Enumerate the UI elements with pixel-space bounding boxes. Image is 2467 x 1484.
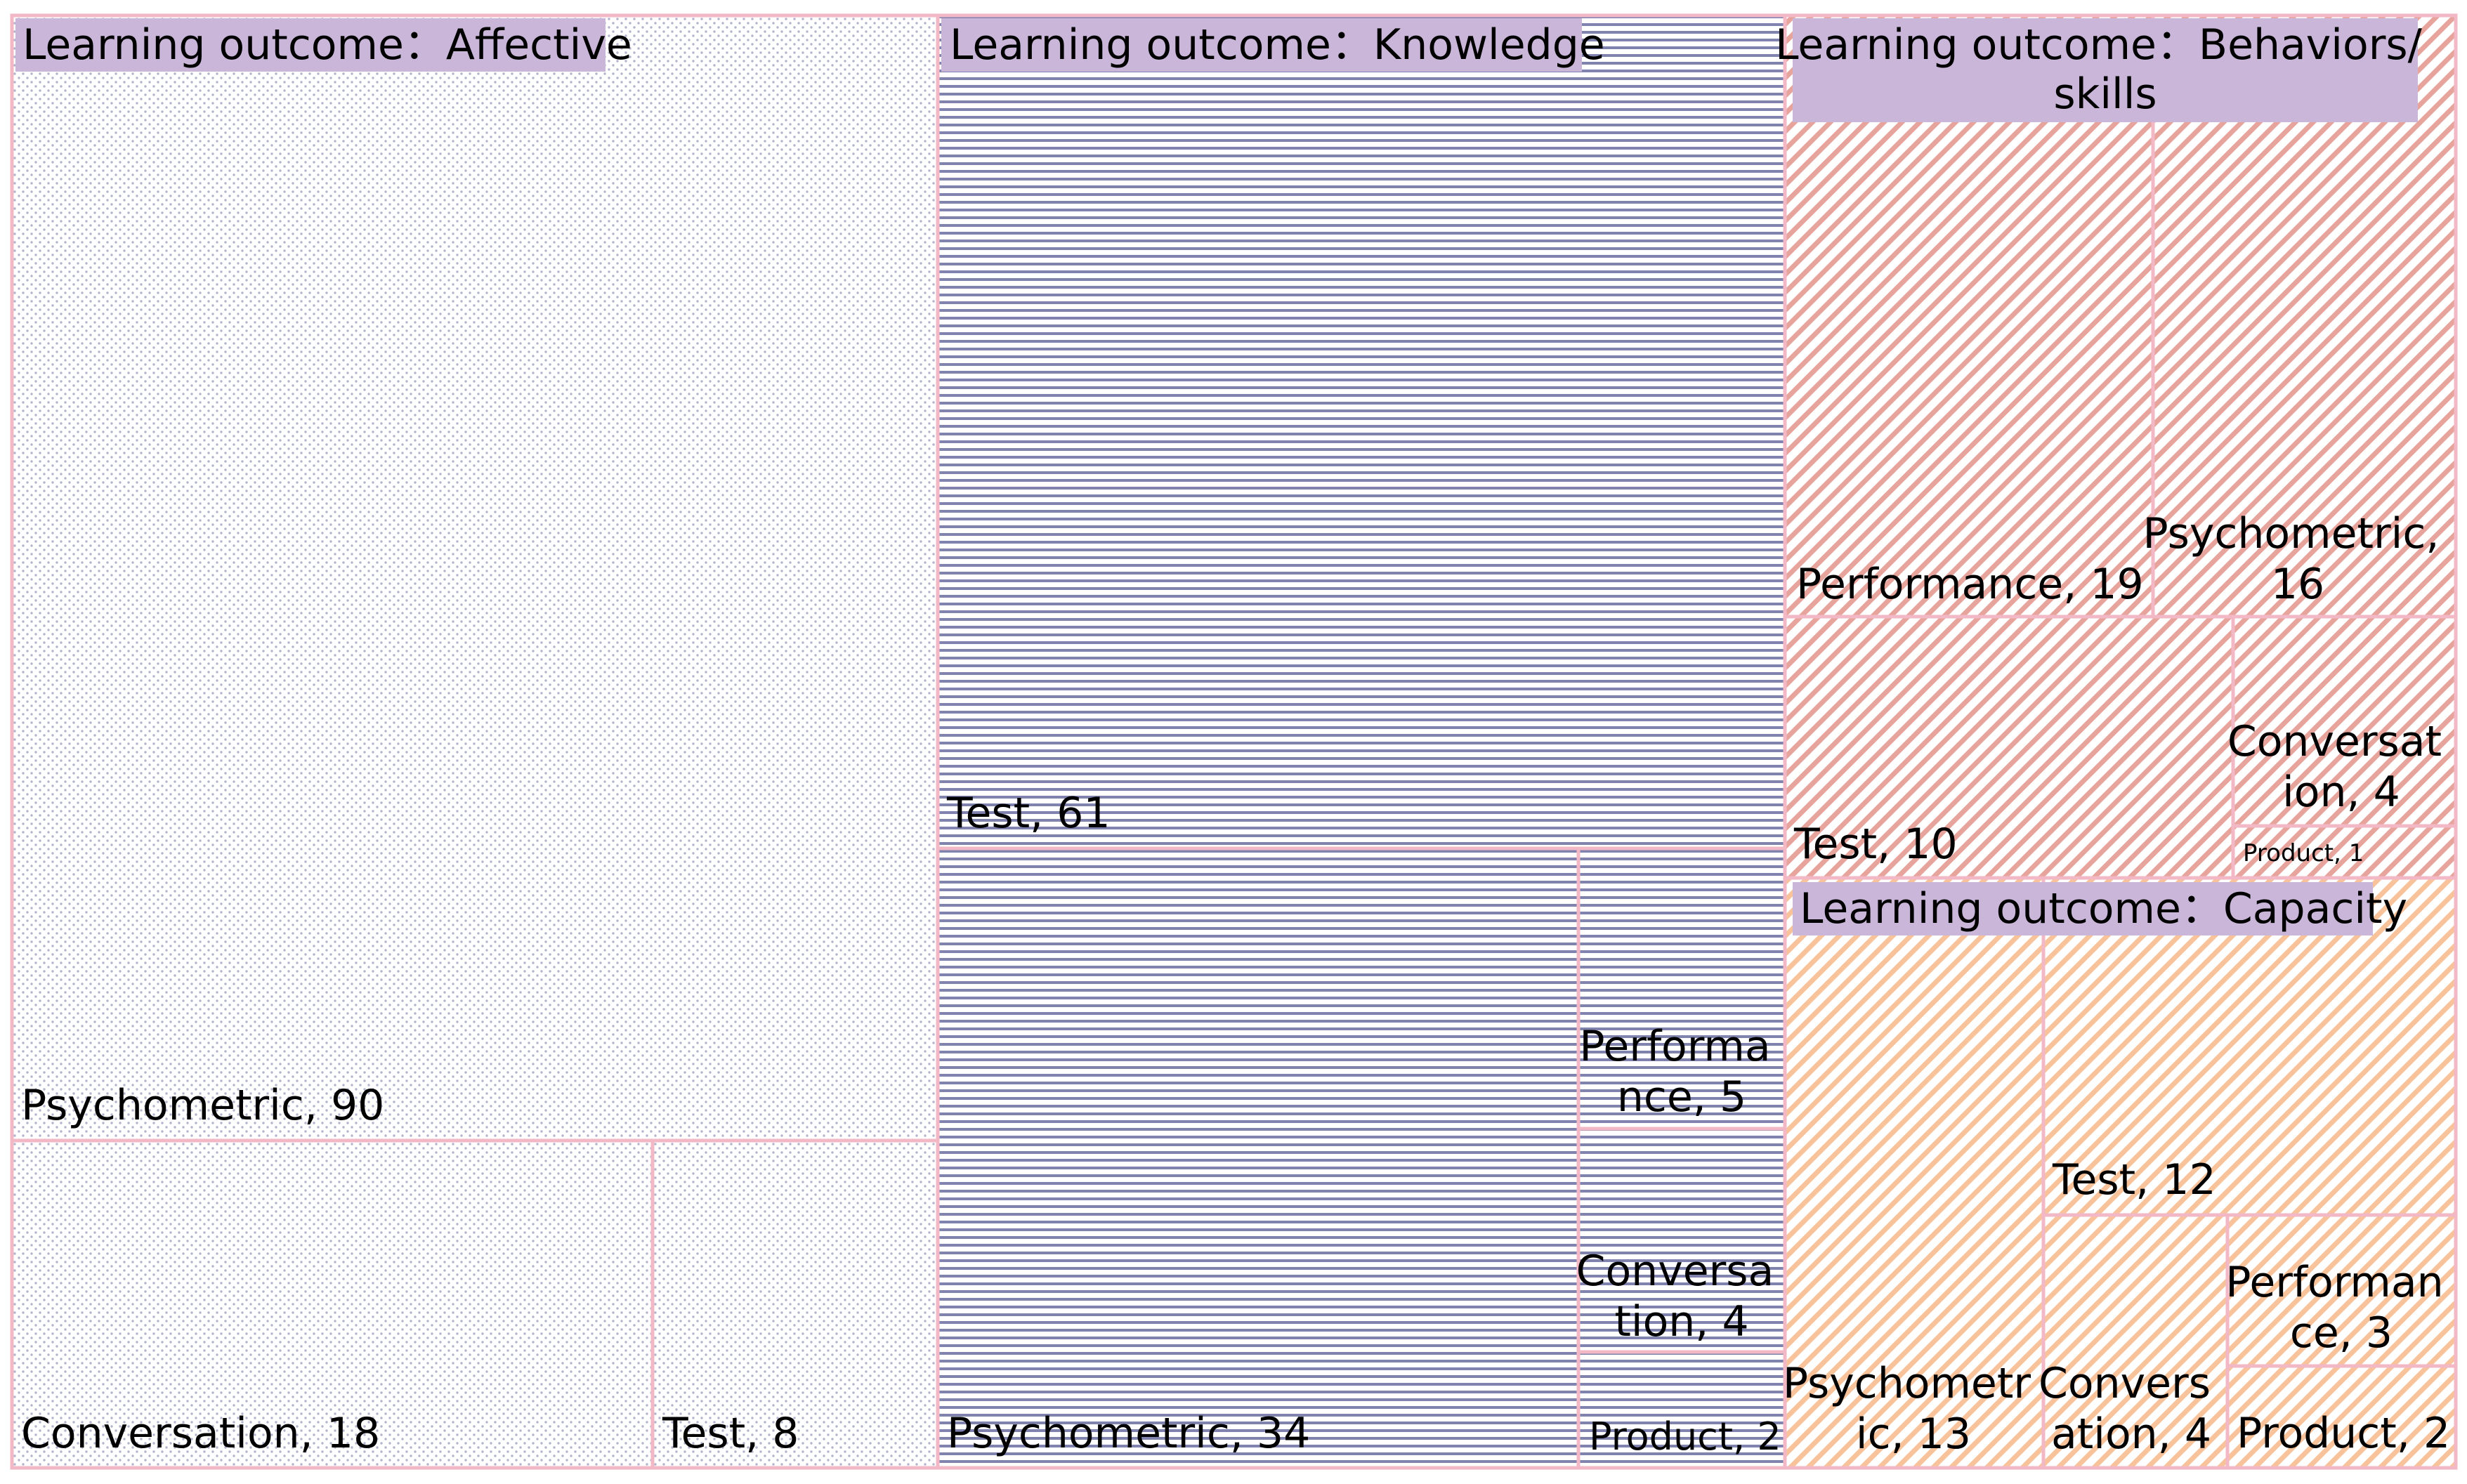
cell-label-capacity-psychometric: Psychometr ic, 13: [1783, 1359, 2044, 1459]
cell-label-behaviors-product: Product, 1: [2243, 839, 2364, 867]
cell-label-capacity-product: Product, 2: [2237, 1409, 2450, 1458]
cell-affective-psychometric: [10, 13, 940, 1143]
cell-capacity-psychometric: [1783, 876, 2046, 1470]
group-affective: Learning outcome：Affective Psychometric,…: [10, 13, 940, 1470]
cell-capacity-conversation: [2041, 1213, 2230, 1470]
chart-outer-border: [10, 13, 2458, 1470]
group-title-knowledge: Learning outcome：Knowledge: [950, 20, 1605, 70]
cell-label-knowledge-psychometric: Psychometric, 34: [947, 1409, 1310, 1458]
cell-label-capacity-test: Test, 12: [2052, 1155, 2216, 1204]
cell-knowledge-test: [936, 13, 1787, 851]
group-title-affective: Learning outcome：Affective: [22, 20, 632, 70]
group-title-bg-knowledge: [941, 18, 1582, 72]
group-title-bg-behaviors: [1793, 18, 2418, 122]
cell-label-affective-psychometric: Psychometric, 90: [21, 1081, 384, 1130]
group-title-bg-capacity: [1793, 882, 2373, 935]
cell-label-behaviors-conversation: Conversat ion, 4: [2227, 717, 2455, 817]
cell-label-behaviors-test: Test, 10: [1793, 820, 1958, 869]
cell-label-capacity-performance: Performan ce, 3: [2225, 1258, 2456, 1358]
cell-affective-conversation: [10, 1138, 655, 1470]
cell-label-affective-conversation: Conversation, 18: [21, 1409, 380, 1458]
cell-label-affective-test: Test, 8: [662, 1409, 799, 1458]
cell-label-behaviors-psychometric: Psychometric, 16: [2143, 509, 2453, 609]
cell-behaviors-test: [1783, 615, 2235, 880]
cell-capacity-performance: [2225, 1213, 2458, 1368]
cell-label-knowledge-test: Test, 61: [946, 789, 1111, 838]
cell-label-knowledge-performance: Performa nce, 5: [1579, 1022, 1784, 1122]
group-title-bg-affective: [15, 18, 606, 72]
group-knowledge: Learning outcome：Knowledge Test, 61 Psyc…: [936, 13, 1788, 1470]
cell-label-capacity-conversation: Convers ation, 4: [2039, 1359, 2224, 1459]
cell-knowledge-psychometric: [936, 846, 1581, 1470]
cell-label-behaviors-performance: Performance, 19: [1796, 560, 2144, 609]
cell-affective-test: [650, 1138, 940, 1470]
cell-label-knowledge-conversation: Conversa tion, 4: [1576, 1247, 1788, 1346]
cell-knowledge-performance: [1576, 846, 1787, 1131]
group-capacity: Learning outcome：Capacity Psychometr ic,…: [1783, 876, 2458, 1470]
group-title-behaviors: Learning outcome：Behaviors/ skills: [1775, 20, 2435, 119]
group-title-capacity: Learning outcome：Capacity: [1800, 884, 2407, 933]
group-behaviors: Learning outcome：Behaviors/ skills Perfo…: [1775, 13, 2458, 880]
cell-label-knowledge-product: Product, 2: [1589, 1414, 1781, 1459]
